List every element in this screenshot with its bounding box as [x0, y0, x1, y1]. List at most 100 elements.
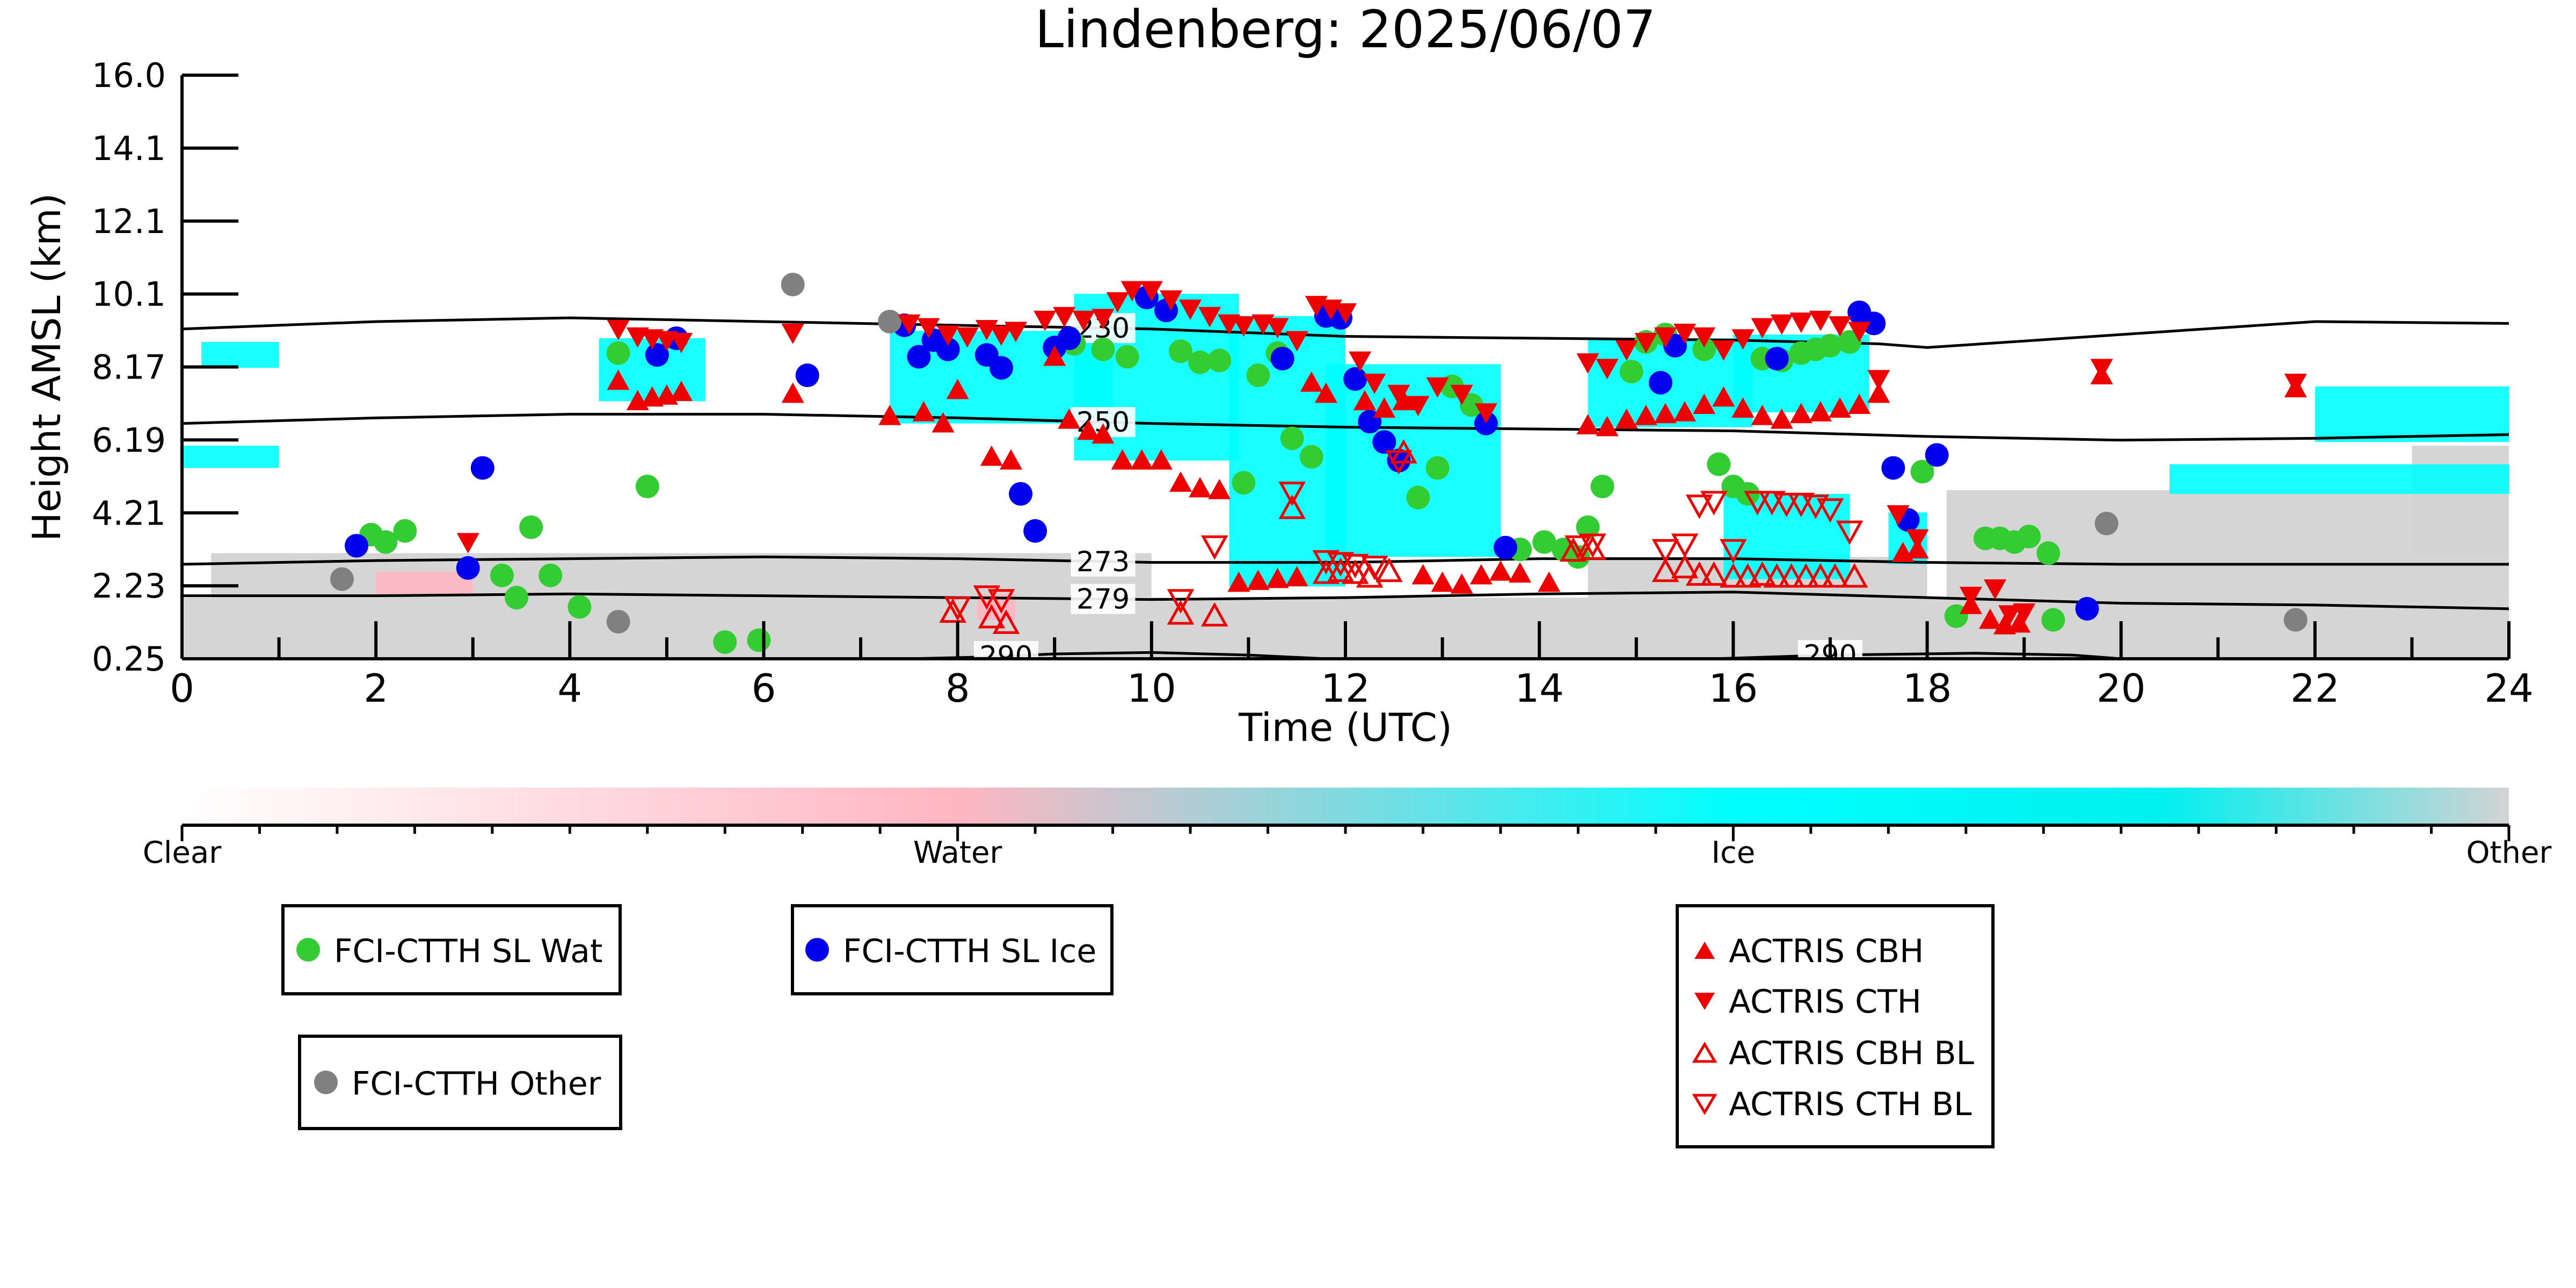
contour-label-279: 279 — [1076, 584, 1130, 616]
marker-3 — [1509, 562, 1532, 583]
marker-6 — [1651, 539, 1679, 564]
marker-5 — [1734, 563, 1762, 588]
marker-4 — [2013, 603, 2036, 624]
marker-4 — [1867, 370, 1890, 390]
marker-4 — [1848, 322, 1871, 343]
marker-5 — [1720, 563, 1747, 588]
x-tick-label: 20 — [2097, 666, 2146, 711]
contour-290 — [1714, 652, 2121, 659]
marker-6 — [1341, 554, 1369, 579]
marker-6 — [1200, 535, 1228, 560]
marker-3 — [878, 404, 901, 425]
marker-5 — [1376, 557, 1403, 583]
marker-0 — [747, 628, 771, 652]
marker-4 — [1731, 329, 1755, 350]
marker-4 — [1712, 340, 1735, 361]
marker-4 — [1140, 281, 1163, 302]
marker-4 — [1349, 351, 1372, 372]
marker-4 — [1034, 310, 1057, 331]
marker-4 — [936, 325, 959, 346]
marker-2 — [878, 309, 902, 333]
marker-1 — [1057, 326, 1081, 351]
marker-1 — [795, 363, 819, 388]
class-region-water — [376, 571, 473, 594]
marker-4 — [1285, 331, 1308, 352]
legend-box-ice: FCI-CTTH SL Ice — [791, 904, 1114, 995]
y-tick-label: 6.19 — [92, 420, 166, 460]
marker-6 — [1700, 491, 1728, 515]
marker-3 — [2008, 612, 2031, 633]
marker-4 — [1998, 605, 2021, 626]
marker-4 — [1576, 353, 1599, 374]
marker-5 — [1651, 557, 1679, 583]
marker-3 — [1615, 408, 1638, 429]
marker-0 — [2017, 525, 2041, 549]
legend-label-cth: ACTRIS CTH — [1729, 983, 1922, 1021]
marker-0 — [1459, 393, 1483, 417]
marker-3 — [1751, 404, 1774, 425]
legend-marker-cbh-bl — [1692, 1042, 1718, 1063]
marker-1 — [2075, 596, 2099, 621]
class-region-ice — [2315, 386, 2509, 442]
marker-4 — [989, 325, 1013, 346]
colorbar-label-other: Other — [2466, 835, 2552, 870]
marker-0 — [1188, 350, 1212, 374]
marker-3 — [1077, 419, 1100, 440]
marker-4 — [456, 533, 479, 554]
marker-6 — [1579, 533, 1606, 558]
contour-label-bg — [973, 641, 1038, 659]
marker-3 — [1673, 401, 1697, 421]
contour-label-bg — [1071, 546, 1136, 577]
marker-3 — [1285, 566, 1308, 586]
marker-3 — [1770, 408, 1793, 429]
marker-3 — [1693, 394, 1716, 414]
marker-4 — [898, 314, 921, 335]
legend-marker-wat — [296, 938, 320, 962]
marker-0 — [1115, 345, 1139, 369]
marker-3 — [912, 401, 935, 421]
marker-3 — [1354, 390, 1377, 411]
marker-5 — [1749, 561, 1776, 586]
y-tick-label: 10.1 — [92, 275, 166, 314]
marker-5 — [1312, 559, 1340, 584]
marker-3 — [1208, 478, 1231, 499]
marker-5 — [1685, 561, 1713, 586]
contour-279 — [182, 591, 2509, 610]
marker-4 — [1266, 318, 1289, 339]
marker-6 — [1671, 533, 1699, 558]
marker-4 — [1596, 359, 1619, 380]
marker-0 — [1619, 360, 1643, 384]
marker-4 — [1474, 403, 1497, 424]
legend-marker-cbh — [1694, 942, 1715, 959]
x-tick-label: 12 — [1321, 666, 1370, 711]
marker-6 — [1758, 491, 1786, 515]
marker-3 — [1576, 414, 1599, 434]
marker-0 — [606, 341, 630, 365]
marker-5 — [1840, 563, 1868, 588]
marker-0 — [2041, 608, 2065, 632]
marker-2 — [2094, 512, 2119, 536]
marker-4 — [1072, 310, 1095, 331]
marker-0 — [1232, 471, 1256, 495]
marker-1 — [1925, 443, 1949, 467]
marker-5 — [1700, 561, 1728, 586]
marker-3 — [1227, 571, 1250, 592]
marker-3 — [1392, 390, 1415, 411]
marker-0 — [1692, 337, 1716, 361]
marker-1 — [1648, 370, 1672, 395]
marker-4 — [1906, 529, 1929, 550]
marker-3 — [1789, 403, 1813, 424]
marker-3 — [1450, 573, 1473, 594]
marker-4 — [1654, 327, 1677, 348]
marker-0 — [1910, 460, 1934, 484]
marker-4 — [1751, 318, 1774, 339]
marker-0 — [1406, 485, 1430, 510]
x-tick-label: 16 — [1709, 666, 1758, 711]
marker-1 — [1862, 311, 1886, 336]
marker-6 — [1787, 492, 1815, 518]
marker-3 — [1373, 397, 1396, 418]
legend-box-water: FCI-CTTH SL Wat — [281, 904, 622, 995]
marker-6 — [1360, 556, 1388, 580]
marker-4 — [1615, 340, 1638, 361]
marker-5 — [1341, 559, 1369, 584]
